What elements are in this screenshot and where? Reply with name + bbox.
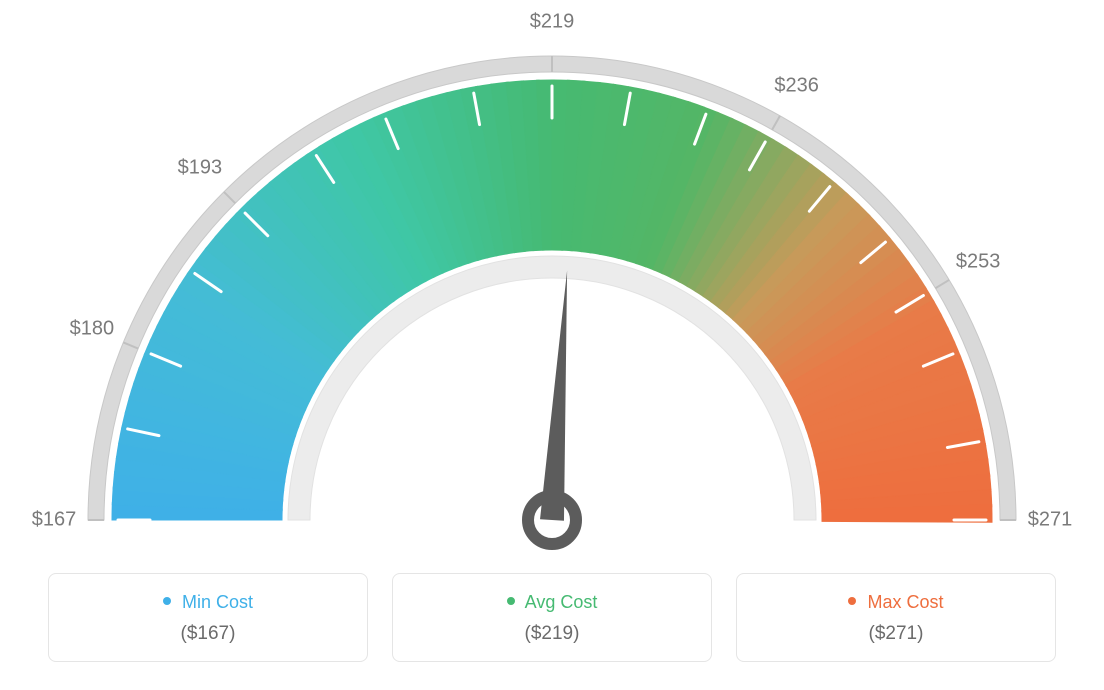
gauge-tick-label: $193 — [178, 156, 223, 179]
legend-value-min: ($167) — [49, 623, 367, 645]
legend-card-min: Min Cost ($167) — [48, 573, 368, 662]
legend-row: Min Cost ($167) Avg Cost ($219) Max Cost… — [48, 573, 1056, 662]
gauge-tick-label: $167 — [32, 509, 77, 532]
legend-title-max: Max Cost — [737, 592, 1055, 613]
legend-label: Max Cost — [867, 592, 943, 612]
dot-icon — [507, 597, 515, 605]
gauge-tick-label: $271 — [1028, 509, 1073, 532]
legend-card-max: Max Cost ($271) — [736, 573, 1056, 662]
legend-value-avg: ($219) — [393, 623, 711, 645]
legend-card-avg: Avg Cost ($219) — [392, 573, 712, 662]
legend-label: Avg Cost — [525, 592, 598, 612]
gauge-svg — [52, 20, 1052, 580]
legend-label: Min Cost — [182, 592, 253, 612]
dot-icon — [848, 597, 856, 605]
gauge-tick-label: $180 — [70, 318, 115, 341]
legend-title-avg: Avg Cost — [393, 592, 711, 613]
gauge-tick-label: $236 — [774, 75, 819, 98]
gauge-tick-label: $253 — [956, 251, 1001, 274]
gauge-tick-label: $219 — [530, 11, 575, 34]
legend-title-min: Min Cost — [49, 592, 367, 613]
cost-gauge: $167$180$193$219$236$253$271 — [52, 20, 1052, 585]
dot-icon — [163, 597, 171, 605]
legend-value-max: ($271) — [737, 623, 1055, 645]
